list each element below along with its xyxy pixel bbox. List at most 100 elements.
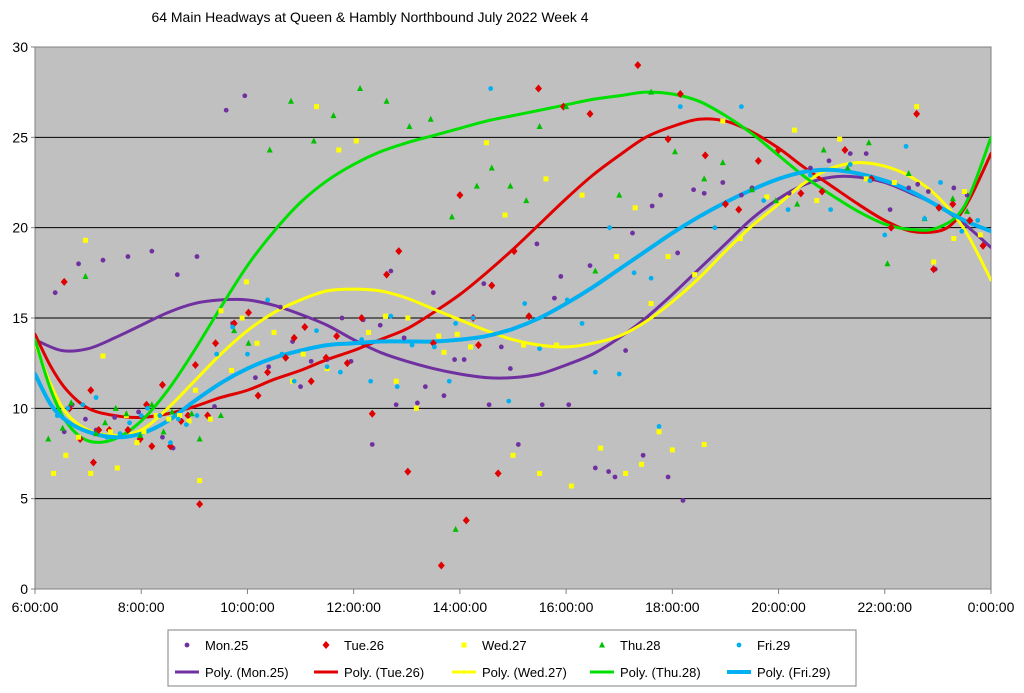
data-point	[566, 402, 572, 408]
data-point	[677, 104, 683, 110]
data-point	[701, 441, 707, 447]
data-point	[377, 322, 383, 328]
data-point	[300, 351, 306, 357]
data-point	[552, 295, 557, 301]
data-point	[664, 135, 672, 144]
data-point	[104, 434, 110, 440]
x-tick-label: 10:00:00	[220, 599, 275, 615]
data-point	[537, 346, 542, 352]
data-point	[282, 353, 290, 362]
data-point	[468, 344, 474, 350]
data-point	[959, 228, 965, 234]
data-point	[931, 259, 937, 265]
data-point	[405, 315, 411, 321]
data-point	[369, 442, 375, 447]
data-point	[656, 424, 662, 429]
data-point	[357, 85, 364, 92]
data-point	[951, 185, 957, 191]
data-point	[194, 254, 200, 259]
data-point	[194, 413, 200, 418]
data-point	[719, 159, 726, 166]
data-point	[65, 405, 71, 411]
data-point	[82, 272, 89, 279]
data-point	[80, 402, 86, 408]
x-tick-label: 20:00:00	[751, 599, 806, 615]
data-point	[863, 151, 869, 156]
data-point	[951, 236, 957, 242]
data-point	[54, 413, 60, 418]
data-point	[322, 353, 330, 362]
data-point	[124, 426, 132, 435]
data-point	[692, 272, 698, 278]
data-point	[975, 218, 981, 223]
data-point	[117, 431, 123, 437]
x-tick-label: 18:00:00	[645, 599, 700, 615]
data-point	[701, 175, 708, 182]
data-point	[214, 351, 220, 357]
data-point	[579, 321, 585, 326]
series-mon-25	[52, 93, 970, 503]
data-point	[313, 104, 319, 110]
data-point	[394, 384, 400, 390]
data-point	[863, 176, 869, 182]
data-point	[174, 272, 180, 278]
data-point	[393, 378, 399, 384]
data-point	[616, 371, 622, 377]
data-point	[353, 138, 359, 144]
data-point	[310, 137, 317, 144]
chart-title: 64 Main Headways at Queen & Hambly North…	[151, 9, 588, 25]
data-point	[409, 342, 415, 348]
data-point	[470, 315, 476, 321]
data-point	[961, 189, 967, 195]
data-point	[592, 369, 598, 375]
data-point	[422, 384, 428, 390]
data-point	[671, 148, 678, 155]
data-point	[358, 314, 366, 322]
data-point	[431, 344, 437, 350]
data-point	[903, 143, 909, 149]
legend-label-poly-tue-26: Poly. (Tue.26)	[344, 665, 424, 680]
data-point	[828, 207, 834, 213]
data-point	[534, 241, 540, 247]
data-point	[191, 360, 199, 369]
y-tick-label: 15	[12, 310, 28, 326]
data-point	[791, 127, 797, 133]
data-point	[536, 122, 543, 129]
data-point	[720, 118, 726, 124]
data-point	[554, 342, 560, 348]
data-point	[772, 197, 779, 204]
data-point	[915, 181, 921, 187]
data-point	[82, 237, 88, 243]
data-point	[656, 429, 662, 435]
data-point	[738, 192, 744, 198]
data-point	[510, 247, 518, 256]
data-point	[271, 329, 277, 335]
data-point	[308, 358, 314, 364]
data-point	[134, 440, 140, 446]
x-axis: 6:00:00 8:00:00 10:00:00 12:00:00 14:00:00 16…	[12, 589, 1015, 615]
data-point	[749, 186, 755, 193]
data-point	[887, 223, 895, 232]
data-point	[264, 368, 272, 377]
data-point	[383, 313, 389, 319]
data-point	[847, 162, 853, 167]
data-point	[242, 93, 248, 99]
data-point	[786, 190, 792, 196]
data-point	[368, 409, 376, 418]
data-point	[287, 97, 294, 104]
data-point	[186, 418, 192, 424]
data-point	[337, 369, 343, 375]
data-point	[87, 386, 95, 395]
legend-label-poly-mon-25: Poly. (Mon.25)	[205, 665, 289, 680]
legend-marker-fri-29	[736, 642, 742, 648]
data-point	[680, 498, 686, 503]
data-point	[785, 207, 791, 213]
gridlines	[35, 136, 991, 500]
data-point	[701, 190, 707, 196]
data-point	[395, 247, 403, 256]
legend-label-thu-28: Thu.28	[620, 638, 660, 653]
data-point	[568, 483, 574, 489]
data-point	[623, 348, 628, 353]
legend-marker-wed-27	[461, 642, 467, 648]
data-point	[127, 420, 132, 426]
